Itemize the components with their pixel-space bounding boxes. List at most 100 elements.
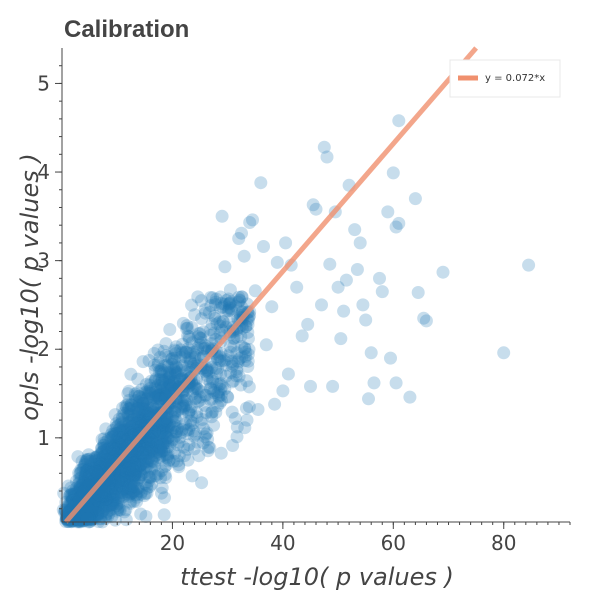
scatter-point [128, 464, 142, 478]
scatter-point [150, 436, 164, 450]
scatter-point [126, 467, 140, 481]
scatter-point [123, 454, 137, 468]
scatter-point [118, 477, 132, 491]
scatter-point [175, 400, 189, 414]
scatter-point [94, 492, 108, 506]
scatter-point [87, 498, 100, 512]
scatter-point [154, 443, 168, 457]
scatter-point [95, 493, 109, 507]
scatter-point [111, 438, 125, 452]
scatter-point [77, 512, 91, 526]
scatter-point [348, 223, 362, 237]
scatter-point [139, 434, 153, 448]
scatter-point [96, 504, 110, 518]
scatter-point [118, 422, 132, 436]
scatter-point [85, 505, 99, 519]
scatter-point [134, 507, 148, 521]
scatter-point [124, 367, 138, 381]
scatter-point [94, 463, 108, 477]
scatter-point [215, 209, 229, 223]
scatter-point [74, 485, 88, 499]
scatter-point [146, 390, 160, 404]
scatter-point [140, 444, 154, 458]
scatter-point [205, 392, 219, 406]
scatter-point [78, 505, 92, 519]
scatter-point [165, 434, 179, 448]
scatter-point [98, 485, 112, 499]
scatter-point [190, 343, 204, 357]
scatter-point [174, 350, 188, 364]
scatter-point [123, 496, 137, 510]
scatter-point [195, 476, 209, 490]
scatter-point [169, 425, 183, 439]
scatter-point [97, 459, 111, 472]
scatter-point [134, 457, 148, 471]
scatter-point [119, 482, 133, 496]
scatter-point [128, 462, 142, 476]
scatter-point [191, 395, 205, 409]
scatter-point [90, 467, 104, 481]
scatter-point [178, 394, 192, 408]
scatter-point [87, 503, 101, 517]
scatter-point [108, 493, 122, 506]
scatter-point [107, 478, 121, 492]
scatter-point [155, 418, 169, 432]
scatter-point [95, 487, 109, 501]
scatter-point [92, 490, 106, 504]
scatter-point [135, 416, 149, 430]
scatter-point [84, 468, 98, 482]
scatter-point [89, 464, 103, 478]
scatter-point [147, 455, 161, 469]
scatter-point [124, 452, 138, 466]
scatter-point [191, 382, 205, 396]
scatter-point [81, 508, 95, 521]
scatter-point [86, 506, 100, 519]
scatter-point [95, 462, 109, 476]
scatter-point [119, 503, 133, 517]
scatter-point [100, 440, 114, 454]
scatter-point [106, 450, 120, 464]
legend-label: y = 0.072*x [485, 73, 545, 84]
scatter-point [165, 352, 179, 366]
scatter-point [130, 495, 144, 508]
scatter-point [157, 416, 171, 430]
scatter-point [90, 491, 104, 505]
scatter-point [73, 486, 87, 500]
scatter-point [225, 304, 238, 317]
scatter-point [364, 346, 378, 360]
scatter-point [295, 329, 309, 343]
scatter-point [160, 410, 174, 423]
scatter-point [208, 312, 222, 325]
scatter-point [169, 344, 183, 358]
scatter-point [125, 427, 139, 441]
scatter-point [216, 315, 230, 329]
scatter-point [97, 458, 111, 472]
scatter-point [78, 475, 92, 488]
scatter-point [142, 465, 156, 479]
scatter-point [95, 432, 109, 446]
scatter-point [120, 398, 134, 412]
scatter-point [114, 464, 127, 478]
scatter-point [155, 373, 169, 387]
scatter-point [102, 443, 116, 457]
scatter-point [75, 478, 89, 492]
scatter-point [78, 505, 92, 519]
scatter-point [265, 300, 279, 314]
scatter-point [213, 319, 227, 333]
scatter-point [114, 417, 128, 431]
scatter-point [106, 486, 120, 500]
scatter-point [82, 504, 96, 518]
scatter-point [144, 402, 157, 415]
scatter-point [168, 351, 181, 365]
scatter-point [85, 506, 99, 519]
scatter-point [121, 423, 135, 437]
scatter-point [224, 345, 238, 359]
scatter-point [122, 465, 136, 479]
scatter-point [178, 358, 192, 372]
scatter-point [131, 416, 145, 429]
scatter-point [106, 483, 120, 497]
scatter-point [83, 465, 97, 479]
scatter-point [97, 491, 111, 505]
scatter-point [159, 458, 173, 472]
scatter-point [76, 508, 90, 522]
